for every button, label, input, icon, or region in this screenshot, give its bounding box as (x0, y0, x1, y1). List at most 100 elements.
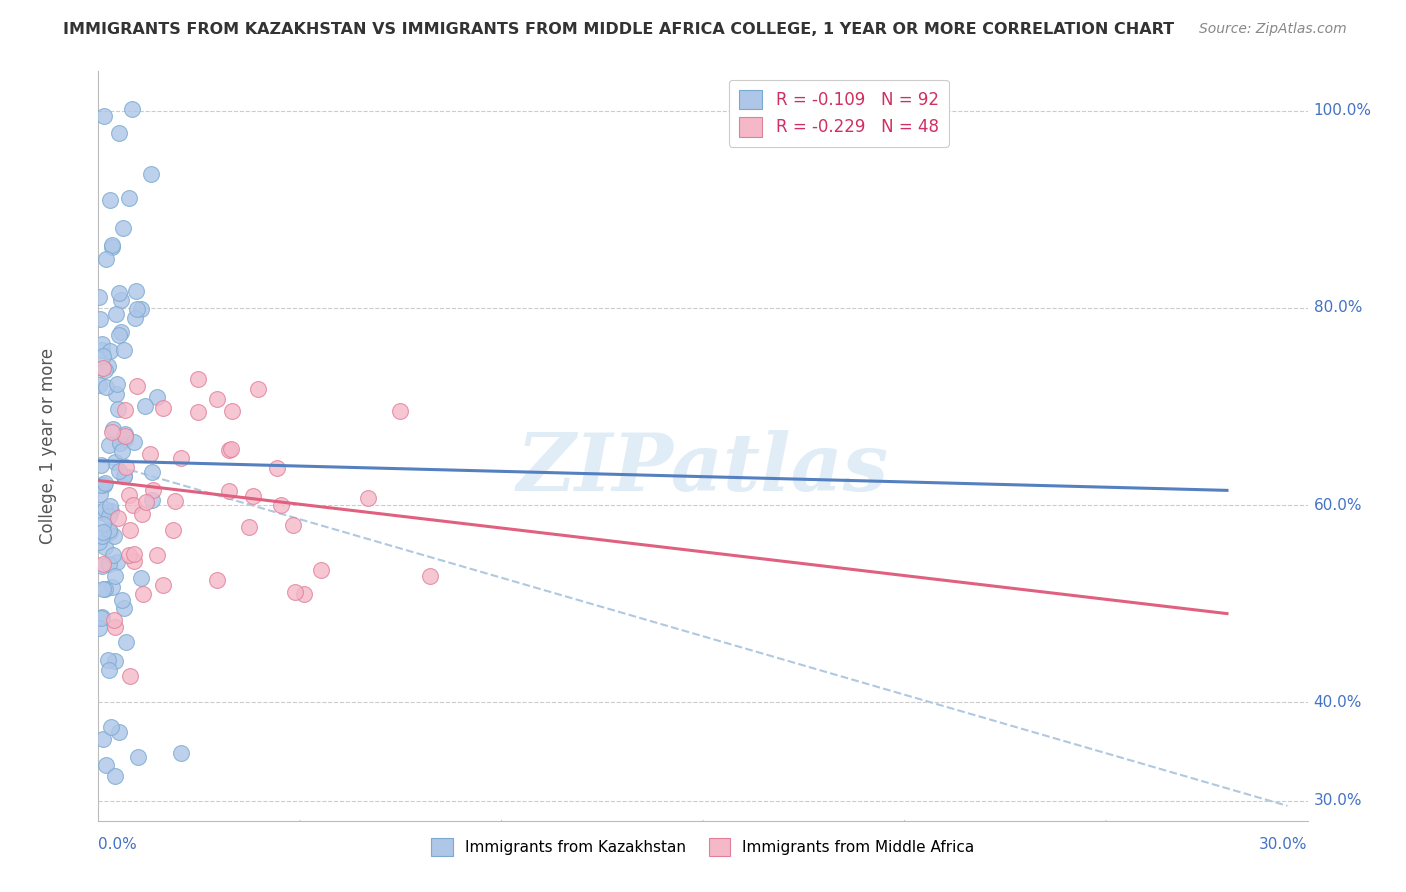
Point (132, 587, 155, 601)
Point (108, 126, 131, 140)
Point (94, 475, 117, 490)
Point (139, 447, 162, 461)
Point (218, 483, 240, 498)
Point (91, 343, 114, 357)
Point (107, 464, 129, 478)
Point (98, 500, 121, 514)
Point (122, 435, 145, 450)
Point (90, 458, 112, 472)
Point (97, 438, 120, 452)
Point (114, 403, 136, 417)
Text: 30.0%: 30.0% (1260, 837, 1308, 852)
Point (94, 502, 117, 516)
Point (152, 401, 174, 416)
Point (104, 619, 127, 633)
Point (129, 301, 152, 316)
Point (219, 442, 242, 456)
Point (129, 571, 152, 585)
Point (284, 585, 307, 599)
Point (97, 653, 120, 667)
Point (125, 284, 148, 298)
Point (94, 582, 117, 596)
Point (93, 363, 115, 377)
Point (100, 720, 122, 734)
Point (93, 541, 115, 555)
Point (103, 529, 125, 543)
Point (107, 401, 129, 416)
Point (108, 286, 131, 301)
Point (89, 487, 111, 501)
Point (292, 586, 315, 600)
Point (170, 451, 193, 466)
Point (104, 307, 127, 321)
Point (91, 609, 114, 624)
Point (112, 469, 135, 483)
Point (115, 635, 138, 649)
Point (108, 436, 131, 450)
Point (104, 569, 127, 583)
Point (163, 494, 186, 508)
Point (107, 511, 129, 525)
Point (111, 444, 134, 458)
Text: 30.0%: 30.0% (1313, 793, 1362, 808)
Point (100, 504, 122, 518)
Point (100, 193, 122, 207)
Point (125, 379, 148, 393)
Point (104, 654, 127, 668)
Point (419, 568, 441, 582)
Point (122, 547, 145, 561)
Point (98, 508, 121, 523)
Point (218, 443, 240, 458)
Point (221, 404, 243, 418)
Point (91, 517, 114, 532)
Text: IMMIGRANTS FROM KAZAKHSTAN VS IMMIGRANTS FROM MIDDLE AFRICA COLLEGE, 1 YEAR OR M: IMMIGRANTS FROM KAZAKHSTAN VS IMMIGRANTS… (63, 22, 1174, 37)
Text: 80.0%: 80.0% (1313, 301, 1362, 316)
Point (110, 293, 132, 307)
Point (152, 578, 174, 592)
Point (98, 524, 121, 538)
Point (141, 465, 163, 479)
Point (101, 237, 124, 252)
Point (118, 668, 141, 682)
Point (205, 573, 228, 587)
Point (94, 758, 117, 772)
Point (247, 382, 270, 396)
Point (118, 548, 141, 562)
Point (139, 167, 162, 181)
Point (90, 529, 112, 543)
Point (187, 405, 209, 419)
Point (114, 426, 136, 441)
Point (187, 372, 209, 386)
Point (266, 460, 288, 475)
Point (309, 563, 332, 577)
Point (100, 425, 122, 439)
Point (93, 478, 115, 492)
Point (111, 592, 134, 607)
Point (114, 429, 136, 443)
Point (98, 343, 121, 358)
Point (101, 422, 124, 436)
Point (118, 191, 141, 205)
Point (134, 400, 156, 414)
Point (91, 731, 114, 746)
Point (90, 337, 112, 351)
Point (170, 747, 193, 761)
Point (96, 380, 118, 394)
Point (135, 495, 157, 509)
Point (104, 387, 127, 401)
Point (97, 359, 120, 374)
Point (87, 621, 110, 635)
Point (90, 505, 112, 519)
Point (104, 455, 127, 469)
Legend: Immigrants from Kazakhstan, Immigrants from Middle Africa: Immigrants from Kazakhstan, Immigrants f… (425, 832, 981, 862)
Point (114, 460, 136, 475)
Point (90, 610, 112, 624)
Point (87, 289, 110, 303)
Point (118, 488, 141, 502)
Point (110, 325, 132, 339)
Point (97, 835, 120, 849)
Point (93, 109, 115, 123)
Point (105, 555, 128, 569)
Point (122, 499, 145, 513)
Text: College, 1 year or more: College, 1 year or more (38, 348, 56, 544)
